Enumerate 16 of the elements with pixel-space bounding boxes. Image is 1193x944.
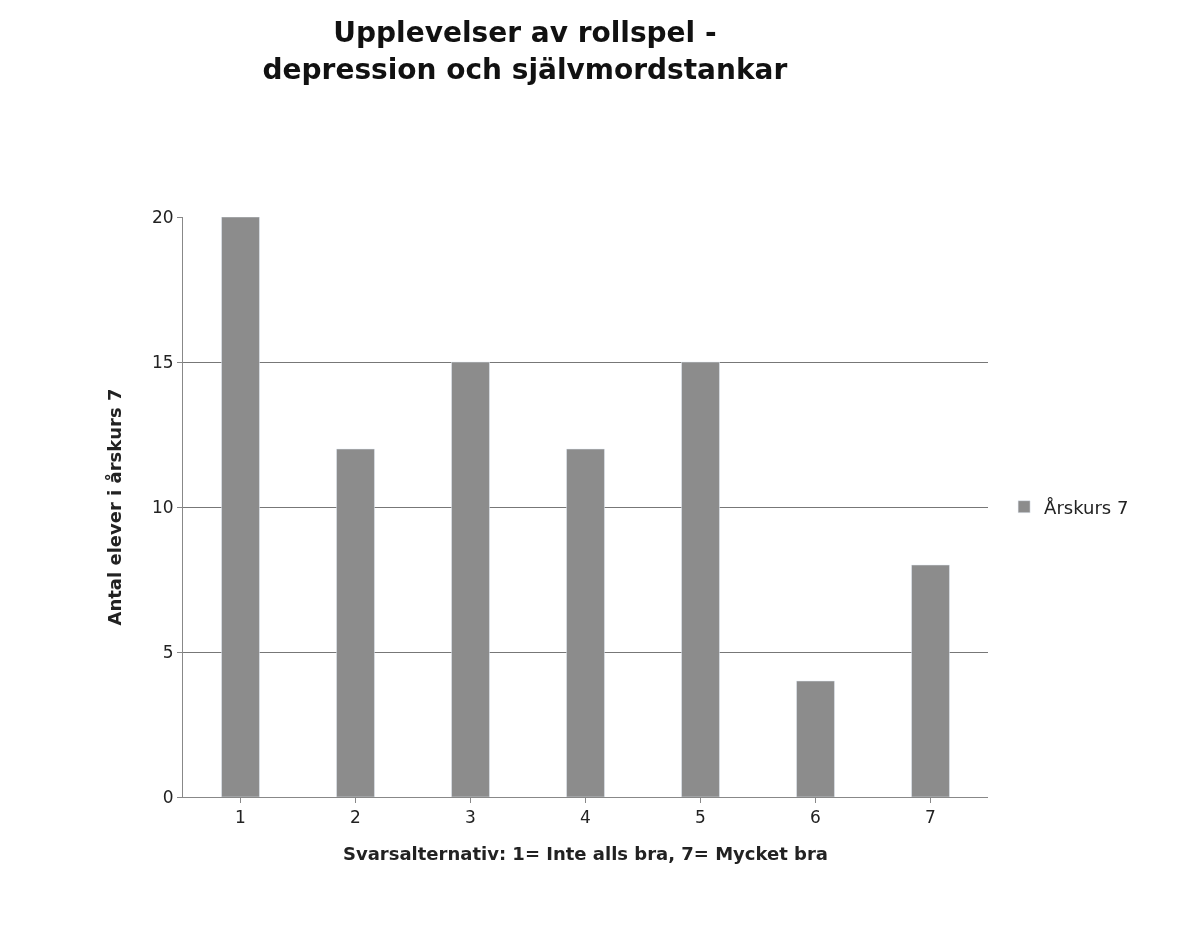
y-tick-label: 0 [162,786,174,807]
x-tick-label: 4 [580,807,591,828]
y-tick-label: 15 [151,351,174,372]
x-tick-label: 1 [235,807,246,828]
x-tick-label: 5 [695,807,706,828]
y-tick-label: 20 [151,206,174,227]
y-tick-label: 10 [151,496,174,517]
y-tick-label: 5 [162,641,174,662]
legend-label: Årskurs 7 [1044,496,1129,518]
chart-title: Upplevelser av rollspel - depression och självmordstankar [262,16,788,86]
x-tick-label: 3 [465,807,476,828]
x-tick-label: 2 [350,807,361,828]
y-axis-title: Antal elever i årskurs 7 [104,388,126,626]
x-tick-label: 6 [810,807,821,828]
x-axis-title: Svarsalternativ: 1= Inte alls bra, 7= Mycket bra [343,842,828,864]
x-tick-label: 7 [925,807,936,828]
